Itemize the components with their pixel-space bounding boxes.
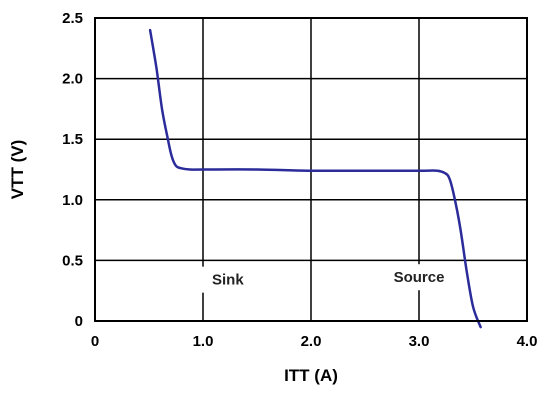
annotation-sink: Sink [212,272,244,289]
annotation-layer: Sink Source [199,264,457,293]
annotation-bg-1 [381,264,457,291]
annotation-bg-0 [199,266,256,293]
x-axis-title: ITT (A) [284,366,338,385]
x-tick-label: 0 [91,333,99,350]
y-tick-label: 1.0 [62,192,83,209]
plot-frame [94,17,528,322]
y-axis-title: VTT (V) [8,140,27,200]
x-tick-label: 4.0 [517,333,538,350]
series-layer [148,28,482,329]
y-tick-label: 2.5 [62,10,83,27]
y-tick-label: 0 [75,313,83,330]
tick-labels: 0 1.0 2.0 3.0 4.0 0 0.5 1.0 1.5 2.0 2.5 [62,10,537,350]
y-tick-label: 1.5 [62,131,83,148]
series-line-0 [148,28,482,329]
x-tick-label: 1.0 [193,333,214,350]
y-tick-label: 2.0 [62,71,83,88]
plot-border [94,17,528,322]
x-tick-label: 2.0 [301,333,322,350]
y-tick-label: 0.5 [62,252,83,269]
x-tick-label: 3.0 [409,333,430,350]
annotation-source: Source [394,269,445,286]
